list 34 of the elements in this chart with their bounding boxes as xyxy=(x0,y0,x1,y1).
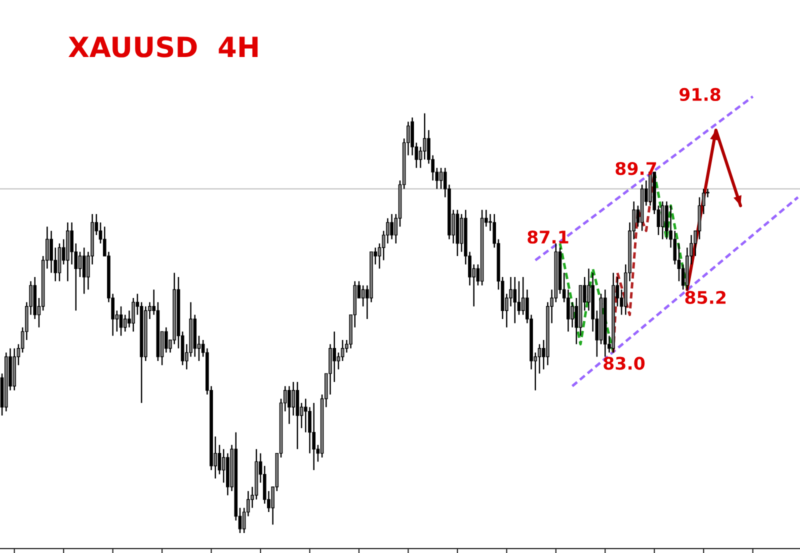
annotation: 83.0 xyxy=(604,356,645,370)
candlestick xyxy=(332,330,336,383)
candlestick xyxy=(70,222,74,266)
candlestick xyxy=(218,444,222,475)
candlestick xyxy=(521,276,525,316)
annotation: 87.1 xyxy=(528,230,568,244)
candlestick xyxy=(164,326,168,354)
candlestick xyxy=(538,344,542,374)
candlestick xyxy=(50,230,53,274)
candlestick xyxy=(312,402,316,471)
candlestick xyxy=(123,314,127,332)
candlestick xyxy=(132,297,135,332)
candlestick xyxy=(361,284,365,308)
candlestick xyxy=(660,200,664,240)
candlestick xyxy=(390,213,394,240)
candlestick xyxy=(288,386,291,425)
candlestick xyxy=(513,276,517,324)
candlestick xyxy=(566,288,570,332)
candlestick xyxy=(386,218,390,244)
chart-title: XAUUSD 4H xyxy=(68,36,258,58)
candlestick xyxy=(222,448,226,484)
candlestick xyxy=(570,302,574,328)
candlestick xyxy=(422,112,426,160)
candlestick xyxy=(340,339,344,362)
candlestick xyxy=(517,280,521,316)
candlestick xyxy=(439,167,443,190)
text: 91.8 xyxy=(679,88,720,102)
annotation: 85.2 xyxy=(685,290,726,304)
candlestick xyxy=(292,381,295,416)
candlestick xyxy=(677,242,681,282)
candlestick xyxy=(336,352,340,370)
annotation: 89.7 xyxy=(616,162,656,176)
candlestick xyxy=(82,247,86,294)
candlestick xyxy=(78,251,82,278)
